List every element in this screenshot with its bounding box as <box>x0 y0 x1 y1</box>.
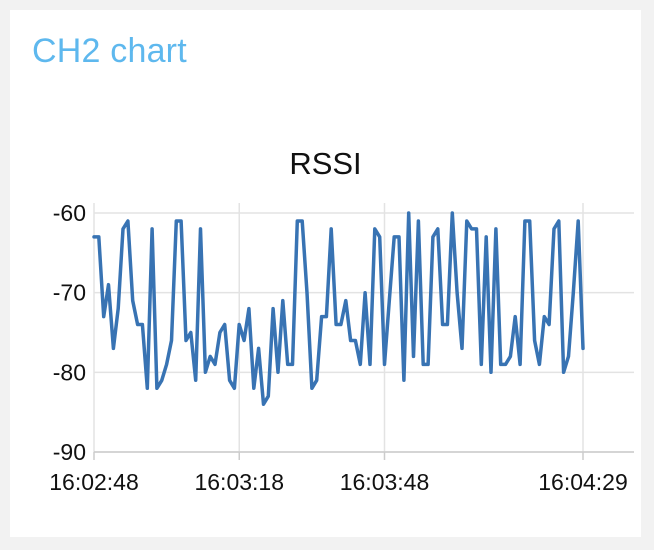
y-tick-label: -70 <box>53 280 86 306</box>
chart-title: RSSI <box>289 146 362 181</box>
y-tick-label: -80 <box>53 359 86 385</box>
y-tick-label: -90 <box>53 439 86 465</box>
x-tick-label: 16:03:48 <box>340 469 430 495</box>
rssi-series-line <box>92 211 585 406</box>
y-tick-label: -60 <box>53 200 86 226</box>
x-tick-labels: 16:02:48 16:03:18 16:03:48 16:04:29 <box>49 469 628 495</box>
series-layer <box>92 211 585 406</box>
chart-card: CH2 chart RSSI <box>10 10 641 537</box>
x-tick-label: 16:04:29 <box>538 469 628 495</box>
y-tick-labels: -60 -70 -80 -90 <box>53 200 86 465</box>
x-tick-label: 16:02:48 <box>49 469 139 495</box>
x-tick-label: 16:03:18 <box>194 469 284 495</box>
card-title: CH2 chart <box>32 32 187 70</box>
axes <box>93 451 634 460</box>
